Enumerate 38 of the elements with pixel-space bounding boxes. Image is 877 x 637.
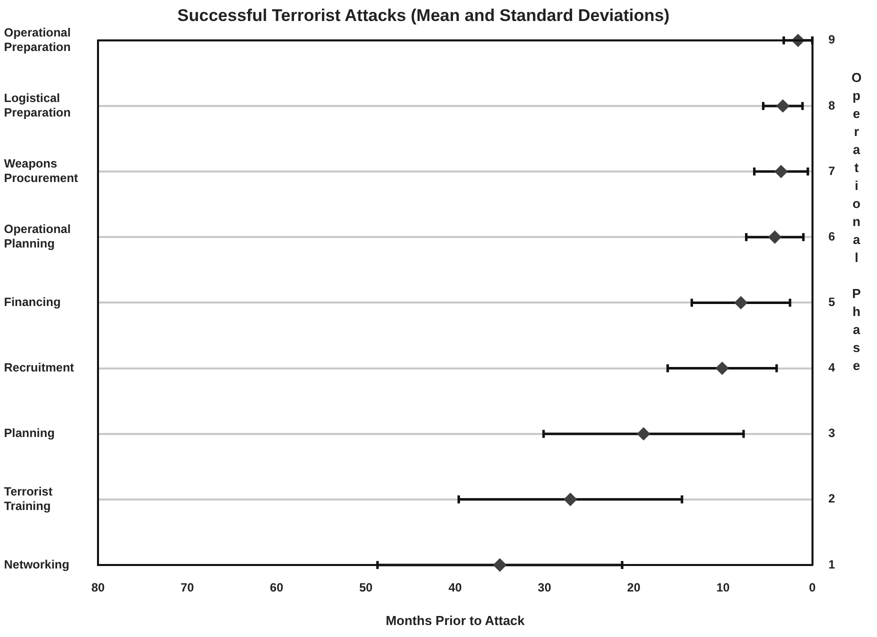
point <box>493 558 506 572</box>
y-tick-label: Networking <box>4 557 70 572</box>
x-tick-label: 80 <box>91 580 106 595</box>
y2-axis-title: Operational Phase <box>849 70 864 376</box>
y-tick-label: Recruitment <box>4 360 74 375</box>
point <box>776 99 790 112</box>
point <box>734 296 748 310</box>
y2-tick-label: 5 <box>828 295 836 310</box>
y-tick-label: Planning <box>4 426 55 440</box>
x-tick-label: 20 <box>627 580 641 595</box>
y2-tick-label: 1 <box>828 557 836 572</box>
x-tick-label: 10 <box>716 580 730 595</box>
y2-tick-label: 3 <box>828 426 836 440</box>
x-tick-label: 70 <box>180 580 194 595</box>
y-tick-label: Weapons Procurement <box>4 156 78 186</box>
point <box>774 165 788 178</box>
y-tick-label: Financing <box>4 295 61 310</box>
y-tick-label: Operational Preparation <box>4 26 71 54</box>
y-tick-label: Terrorist Training <box>4 484 52 513</box>
x-tick-label: 60 <box>270 580 284 595</box>
y2-tick-label: 4 <box>828 360 836 375</box>
y-tick-label: Operational Planning <box>4 222 71 251</box>
x-tick-label: 50 <box>359 580 373 595</box>
y-tick-label: Logistical Preparation <box>4 91 71 120</box>
point <box>564 492 577 506</box>
y2-tick-label: 9 <box>828 32 836 47</box>
x-axis-title: Months Prior to Attack <box>386 612 526 628</box>
chart-title: Successful Terrorist Attacks (Mean and Standard Deviations) <box>177 6 670 25</box>
x-tick-label: 0 <box>808 580 816 595</box>
y2-tick-label: 6 <box>828 229 836 244</box>
x-tick-label: 30 <box>538 580 552 595</box>
y2-tick-label: 2 <box>828 492 836 506</box>
x-tick-label: 40 <box>448 580 462 595</box>
y2-tick-label: 7 <box>828 164 836 178</box>
point <box>716 362 729 375</box>
y2-tick-label: 8 <box>828 98 836 112</box>
point <box>768 230 782 244</box>
point <box>637 427 650 440</box>
